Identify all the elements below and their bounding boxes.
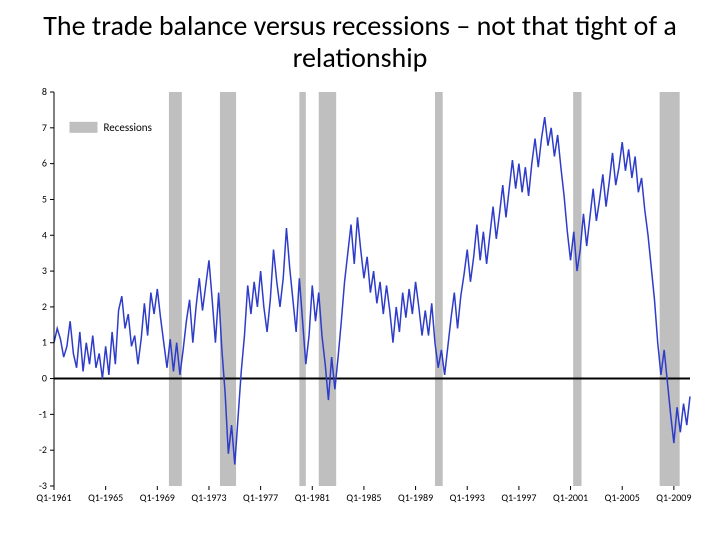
chart-title: The trade balance versus recessions – no… bbox=[0, 0, 720, 78]
x-tick-label: Q1-2005 bbox=[605, 491, 640, 504]
legend-label: Recessions bbox=[103, 121, 151, 134]
y-tick-label: 8 bbox=[42, 86, 47, 98]
y-tick-label: -1 bbox=[39, 408, 47, 421]
recession-band bbox=[169, 92, 182, 486]
x-tick-label: Q1-1977 bbox=[243, 491, 278, 504]
y-tick-label: 0 bbox=[42, 372, 47, 385]
recession-band bbox=[573, 92, 581, 486]
x-tick-label: Q1-1981 bbox=[295, 491, 330, 504]
recession-band bbox=[220, 92, 236, 486]
x-tick-label: Q1-1989 bbox=[398, 491, 433, 504]
x-tick-label: Q1-1985 bbox=[346, 491, 381, 504]
recession-band bbox=[660, 92, 680, 486]
x-tick-label: Q1-2009 bbox=[656, 491, 691, 504]
y-tick-label: 6 bbox=[42, 157, 47, 170]
y-tick-label: 3 bbox=[42, 264, 47, 277]
y-tick-label: 2 bbox=[42, 300, 47, 313]
y-tick-label: 4 bbox=[42, 229, 47, 242]
trade-balance-chart: -3-2-1012345678Q1-1961Q1-1965Q1-1969Q1-1… bbox=[20, 86, 700, 516]
y-tick-label: 5 bbox=[42, 193, 47, 206]
recession-band bbox=[435, 92, 443, 486]
x-tick-label: Q1-1969 bbox=[140, 491, 175, 504]
x-tick-label: Q1-1961 bbox=[36, 491, 71, 504]
trade-balance-line bbox=[54, 117, 690, 464]
x-tick-label: Q1-1965 bbox=[88, 491, 123, 504]
y-tick-label: 1 bbox=[42, 336, 47, 349]
x-tick-label: Q1-1997 bbox=[501, 491, 536, 504]
y-tick-label: 7 bbox=[42, 121, 47, 134]
x-tick-label: Q1-1973 bbox=[191, 491, 226, 504]
x-tick-label: Q1-2001 bbox=[553, 491, 588, 504]
chart-container: -3-2-1012345678Q1-1961Q1-1965Q1-1969Q1-1… bbox=[20, 86, 700, 516]
x-tick-label: Q1-1993 bbox=[450, 491, 485, 504]
legend-swatch bbox=[69, 122, 97, 133]
recession-band bbox=[319, 92, 336, 486]
y-tick-label: -2 bbox=[39, 444, 47, 457]
